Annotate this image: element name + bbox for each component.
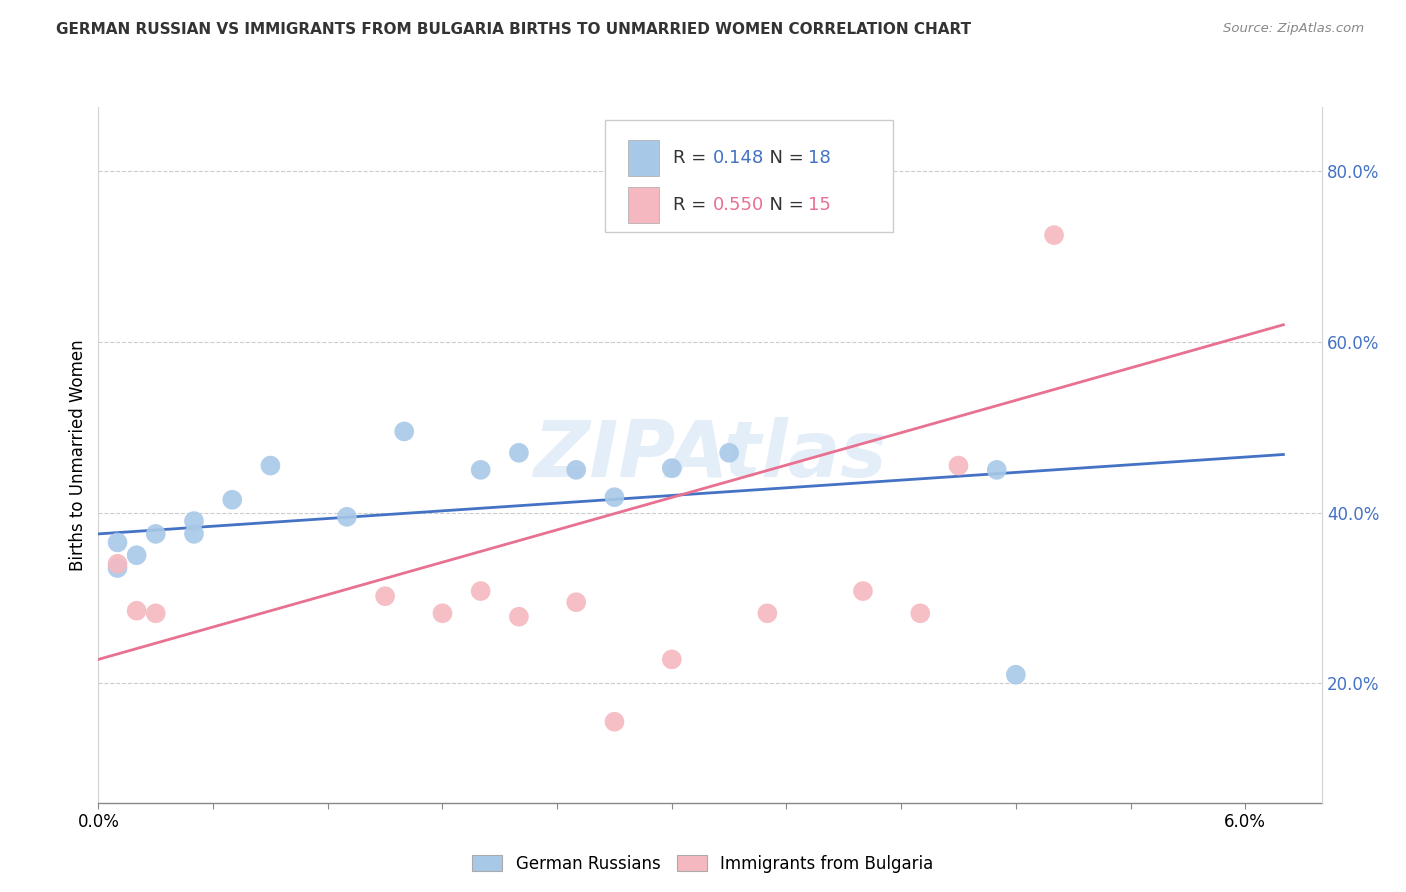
Point [603, 490, 626, 504]
Point [852, 584, 875, 599]
Text: 0.148: 0.148 [713, 149, 763, 167]
Point [145, 607, 167, 621]
Text: 15: 15 [808, 196, 831, 214]
Y-axis label: Births to Unmarried Women: Births to Unmarried Women [69, 339, 87, 571]
Point [259, 458, 281, 473]
Point [718, 446, 741, 460]
Point [948, 458, 970, 473]
Point [125, 548, 148, 562]
Point [1043, 228, 1066, 243]
Text: N =: N = [758, 149, 810, 167]
Text: ZIPAtlas: ZIPAtlas [533, 417, 887, 493]
Point [470, 584, 492, 599]
Point [392, 425, 416, 439]
Point [661, 652, 683, 666]
Point [183, 514, 205, 528]
Point [603, 714, 626, 729]
Point [107, 535, 129, 549]
Text: N =: N = [758, 196, 810, 214]
Point [565, 595, 588, 609]
Point [374, 589, 396, 603]
Legend: German Russians, Immigrants from Bulgaria: German Russians, Immigrants from Bulgari… [465, 848, 941, 880]
Text: 18: 18 [808, 149, 831, 167]
Point [1004, 667, 1026, 681]
Text: 0.550: 0.550 [713, 196, 763, 214]
Point [508, 446, 530, 460]
Point [221, 492, 243, 507]
Point [336, 509, 359, 524]
Text: R =: R = [673, 149, 713, 167]
Point [183, 527, 205, 541]
Point [508, 609, 530, 624]
Point [125, 604, 148, 618]
Point [756, 607, 779, 621]
Point [107, 561, 129, 575]
Point [986, 463, 1008, 477]
Text: R =: R = [673, 196, 713, 214]
Point [661, 461, 683, 475]
Point [565, 463, 588, 477]
Point [910, 607, 932, 621]
Point [145, 527, 167, 541]
Text: Source: ZipAtlas.com: Source: ZipAtlas.com [1223, 22, 1364, 36]
Text: GERMAN RUSSIAN VS IMMIGRANTS FROM BULGARIA BIRTHS TO UNMARRIED WOMEN CORRELATION: GERMAN RUSSIAN VS IMMIGRANTS FROM BULGAR… [56, 22, 972, 37]
Point [432, 607, 454, 621]
Point [470, 463, 492, 477]
Point [107, 557, 129, 571]
